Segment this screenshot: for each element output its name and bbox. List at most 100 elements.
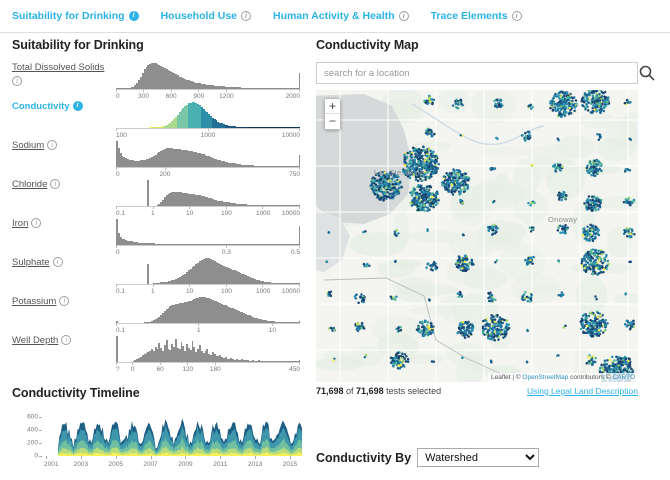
map-point-cluster[interactable] [327, 230, 331, 235]
map-point-cluster[interactable] [525, 360, 529, 364]
parameter-toggle-conductivity[interactable]: Conductivity [12, 100, 108, 112]
map-point-cluster[interactable] [489, 359, 493, 364]
zoom-out-button[interactable]: − [325, 114, 340, 129]
attribution-carto-link[interactable]: CARTO [612, 374, 635, 381]
parameter-toggle-sodium[interactable]: Sodium [12, 140, 108, 151]
map-point-cluster[interactable] [556, 354, 560, 357]
info-icon[interactable] [59, 296, 70, 307]
map-point-cluster[interactable] [594, 295, 598, 301]
map-point-cluster[interactable] [425, 260, 439, 272]
map-point-cluster[interactable] [486, 223, 499, 236]
map-point-cluster[interactable] [495, 136, 499, 141]
map-point-cluster[interactable] [440, 168, 471, 196]
parameter-toggle-sulphate[interactable]: Sulphate [12, 257, 108, 268]
map-point-cluster[interactable] [579, 310, 609, 338]
map-point-cluster[interactable] [362, 230, 367, 234]
map-point-cluster[interactable] [580, 248, 610, 277]
map-point-cluster[interactable] [585, 354, 598, 367]
map-point-cluster[interactable] [459, 133, 464, 137]
map-point-cluster[interactable] [528, 226, 535, 233]
map-point-cluster[interactable] [354, 321, 366, 333]
parameter-toggle-total-dissolved-solids[interactable]: Total Dissolved Solids [12, 62, 108, 87]
map-point-cluster[interactable] [622, 196, 636, 207]
parameter-histogram[interactable]: 0.1 1 10 [116, 296, 301, 334]
parameter-histogram[interactable]: 0.1 1 10 100 1000 10000 [116, 179, 301, 217]
map-point-cluster[interactable] [557, 259, 561, 263]
map-point-cluster[interactable] [389, 295, 398, 301]
parameter-histogram[interactable]: 0.1 1 10 100 1000 10000 [116, 257, 301, 295]
map-point-cluster[interactable] [389, 351, 410, 370]
map-point-cluster[interactable] [556, 223, 569, 235]
map-point-cluster[interactable] [409, 184, 440, 213]
parameter-toggle-iron[interactable]: Iron [12, 218, 108, 229]
info-icon[interactable] [241, 11, 252, 22]
attribution-osm-link[interactable]: OpenStreetMap [522, 374, 569, 381]
map-point-cluster[interactable] [527, 103, 534, 110]
search-button[interactable] [638, 64, 656, 82]
map-point-cluster[interactable] [328, 326, 336, 332]
map-point-cluster[interactable] [395, 325, 403, 333]
map-point-cluster[interactable] [430, 360, 436, 364]
parameter-toggle-potassium[interactable]: Potassium [12, 296, 108, 307]
map-point-cluster[interactable] [454, 254, 475, 273]
map-point-cluster[interactable] [451, 98, 464, 110]
info-icon[interactable] [52, 257, 63, 268]
map-point-cluster[interactable] [424, 127, 436, 138]
map-point-cluster[interactable] [494, 259, 499, 264]
map-point-cluster[interactable] [520, 291, 533, 303]
map-point-cluster[interactable] [489, 166, 497, 171]
parameter-histogram[interactable]: 0 300 600 900 1200 2000 [116, 62, 301, 100]
parameter-histogram[interactable]: ? 0 60 120 180 450 [116, 335, 301, 373]
map-point-cluster[interactable] [623, 319, 636, 331]
map-point-cluster[interactable] [530, 163, 534, 168]
map-point-cluster[interactable] [426, 228, 429, 233]
map-point-cluster[interactable] [423, 94, 436, 106]
tab-household-use[interactable]: Household Use [161, 11, 252, 22]
map-point-cluster[interactable] [394, 259, 397, 264]
map-point-cluster[interactable] [623, 98, 632, 106]
timeline-plot[interactable] [44, 410, 302, 456]
map-point-cluster[interactable] [332, 357, 336, 362]
map-point-cluster[interactable] [428, 298, 431, 302]
info-icon[interactable] [128, 10, 139, 21]
parameter-histogram[interactable]: 100 1000 10000 [116, 101, 301, 139]
map-point-cluster[interactable] [549, 90, 578, 118]
parameter-toggle-chloride[interactable]: Chloride [12, 179, 108, 190]
info-icon[interactable] [47, 140, 58, 151]
tab-suitability-for-drinking[interactable]: Suitability for Drinking [12, 10, 139, 22]
map-point-cluster[interactable] [461, 233, 465, 237]
map-point-cluster[interactable] [493, 98, 504, 109]
tab-trace-elements[interactable]: Trace Elements [431, 11, 522, 22]
map-point-cluster[interactable] [456, 320, 475, 339]
parameter-histogram[interactable]: 0 0.3 0.5 [116, 218, 301, 256]
map-point-cluster[interactable] [628, 260, 633, 264]
map-point-cluster[interactable] [481, 313, 511, 342]
parameter-histogram[interactable]: 0 200 750 [116, 140, 301, 178]
map-point-cluster[interactable] [520, 130, 532, 142]
map-point-cluster[interactable] [583, 195, 603, 212]
info-icon[interactable] [398, 11, 409, 22]
map-point-cluster[interactable] [580, 90, 611, 115]
map-point-cluster[interactable] [363, 354, 368, 359]
parameter-toggle-well-depth[interactable]: Well Depth [12, 335, 108, 346]
info-icon[interactable] [511, 11, 522, 22]
map-point-cluster[interactable] [526, 328, 529, 333]
map-point-cluster[interactable] [551, 162, 564, 173]
map-point-cluster[interactable] [325, 260, 329, 264]
map-point-cluster[interactable] [557, 291, 565, 298]
map-point-cluster[interactable] [491, 199, 496, 204]
map-point-cluster[interactable] [362, 262, 371, 268]
info-icon[interactable] [50, 179, 61, 190]
map-point-cluster[interactable] [415, 319, 435, 338]
info-icon[interactable] [31, 218, 42, 229]
legal-land-description-link[interactable]: Using Legal Land Description [526, 386, 638, 396]
info-icon[interactable] [72, 100, 83, 111]
map-point-cluster[interactable] [622, 227, 636, 239]
map-point-cluster[interactable] [628, 137, 633, 141]
map-point-cluster[interactable] [562, 324, 567, 329]
conductivity-by-select[interactable]: Watershed [417, 448, 540, 467]
map-point-cluster[interactable] [624, 292, 628, 296]
zoom-in-button[interactable]: + [325, 99, 340, 114]
info-icon[interactable] [61, 335, 72, 346]
map-point-cluster[interactable] [581, 223, 601, 242]
